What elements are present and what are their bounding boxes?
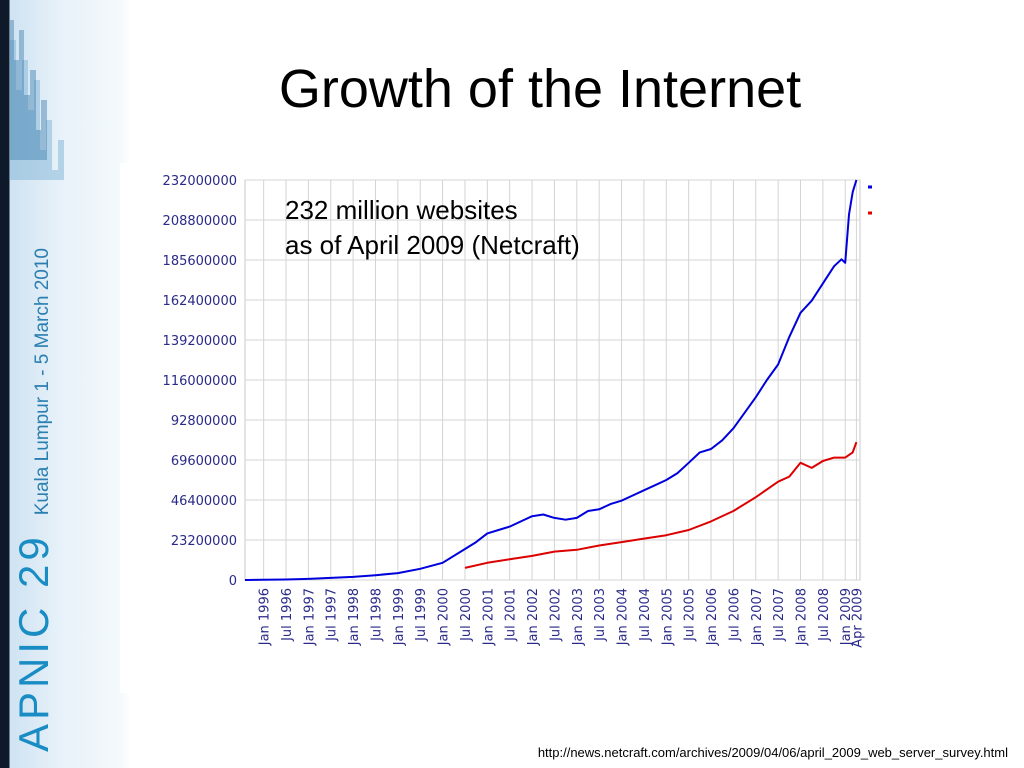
x-tick-label: Jan 1999 [392,588,407,646]
chart-legend: HostnamesActive [868,185,872,215]
x-tick-label: Apr 2009 [850,588,865,648]
y-tick-label: 162400000 [163,294,237,309]
x-tick-label: Jan 2001 [481,588,496,646]
x-tick-label: Jul 2005 [683,588,698,642]
series-line-active [464,441,858,569]
y-tick-label: 208800000 [163,214,237,229]
x-tick-label: Jan 2002 [526,588,541,646]
y-tick-label: 69600000 [171,454,237,469]
x-tick-label: Jan 2007 [750,588,765,646]
event-name: APNIC 29 [10,533,57,752]
x-tick-label: Jul 1999 [414,588,429,642]
annotation-line-1: 232 million websites [285,195,518,225]
annotation-line-2: as of April 2009 (Netcraft) [285,230,580,260]
y-tick-label: 116000000 [163,374,237,389]
y-tick-label: 46400000 [171,494,237,509]
x-tick-label: Jan 2005 [660,588,675,646]
series-line-hostnames [244,179,858,581]
sidebar-event-label: APNIC 29 Kuala Lumpur 1 - 5 March 2010 [10,12,58,752]
x-tick-label: Jul 1997 [325,588,340,642]
x-tick-label: Jul 2007 [772,588,787,642]
sidebar: APNIC 29 Kuala Lumpur 1 - 5 March 2010 [0,0,132,768]
x-tick-label: Jan 2004 [616,588,631,646]
x-tick-label: Jul 1998 [369,588,384,642]
x-tick-label: Jan 1998 [347,588,362,646]
y-axis-ticks: 0 23200000 46400000 69600000 92800000 1160000… [163,174,237,589]
y-tick-label: 232000000 [163,174,237,189]
x-tick-label: Jul 2004 [638,588,653,642]
x-tick-label: Jan 1996 [258,588,273,646]
growth-chart: 0 23200000 46400000 69600000 92800000 1160000… [163,174,872,648]
y-tick-label: 139200000 [163,334,237,349]
x-tick-label: Jul 2003 [593,588,608,642]
x-tick-label: Jul 2001 [504,588,519,642]
x-tick-label: Jan 2006 [705,588,720,646]
x-tick-label: Jan 2008 [794,588,809,646]
x-tick-label: Jul 1996 [280,588,295,642]
x-tick-label: Jul 2006 [727,588,742,642]
x-tick-label: Jan 2009 [839,588,854,646]
x-tick-label: Jan 2003 [571,588,586,646]
chart-annotation: 232 million websites as of April 2009 (N… [285,193,580,263]
y-tick-label: 23200000 [171,534,237,549]
x-tick-label: Jan 1997 [302,588,317,646]
y-tick-label: 0 [229,574,237,589]
y-tick-label: 92800000 [171,414,237,429]
chart-grid [244,179,861,581]
event-details: Kuala Lumpur 1 - 5 March 2010 [32,248,53,516]
y-tick-label: 185600000 [163,254,237,269]
source-url[interactable]: http://news.netcraft.com/archives/2009/0… [537,745,1008,760]
slide-title: Growth of the Internet [278,59,802,119]
skyline-graphic [10,0,64,180]
chart-series [244,179,858,581]
x-tick-label: Jul 2002 [548,588,563,642]
x-tick-label: Jan 2000 [437,588,452,646]
x-axis-ticks: Jan 1996 Jul 1996 Jan 1997 Jul 1997 Jan 1998… [258,588,866,648]
x-tick-label: Jul 2008 [817,588,832,642]
x-tick-label: Jul 2000 [459,588,474,642]
